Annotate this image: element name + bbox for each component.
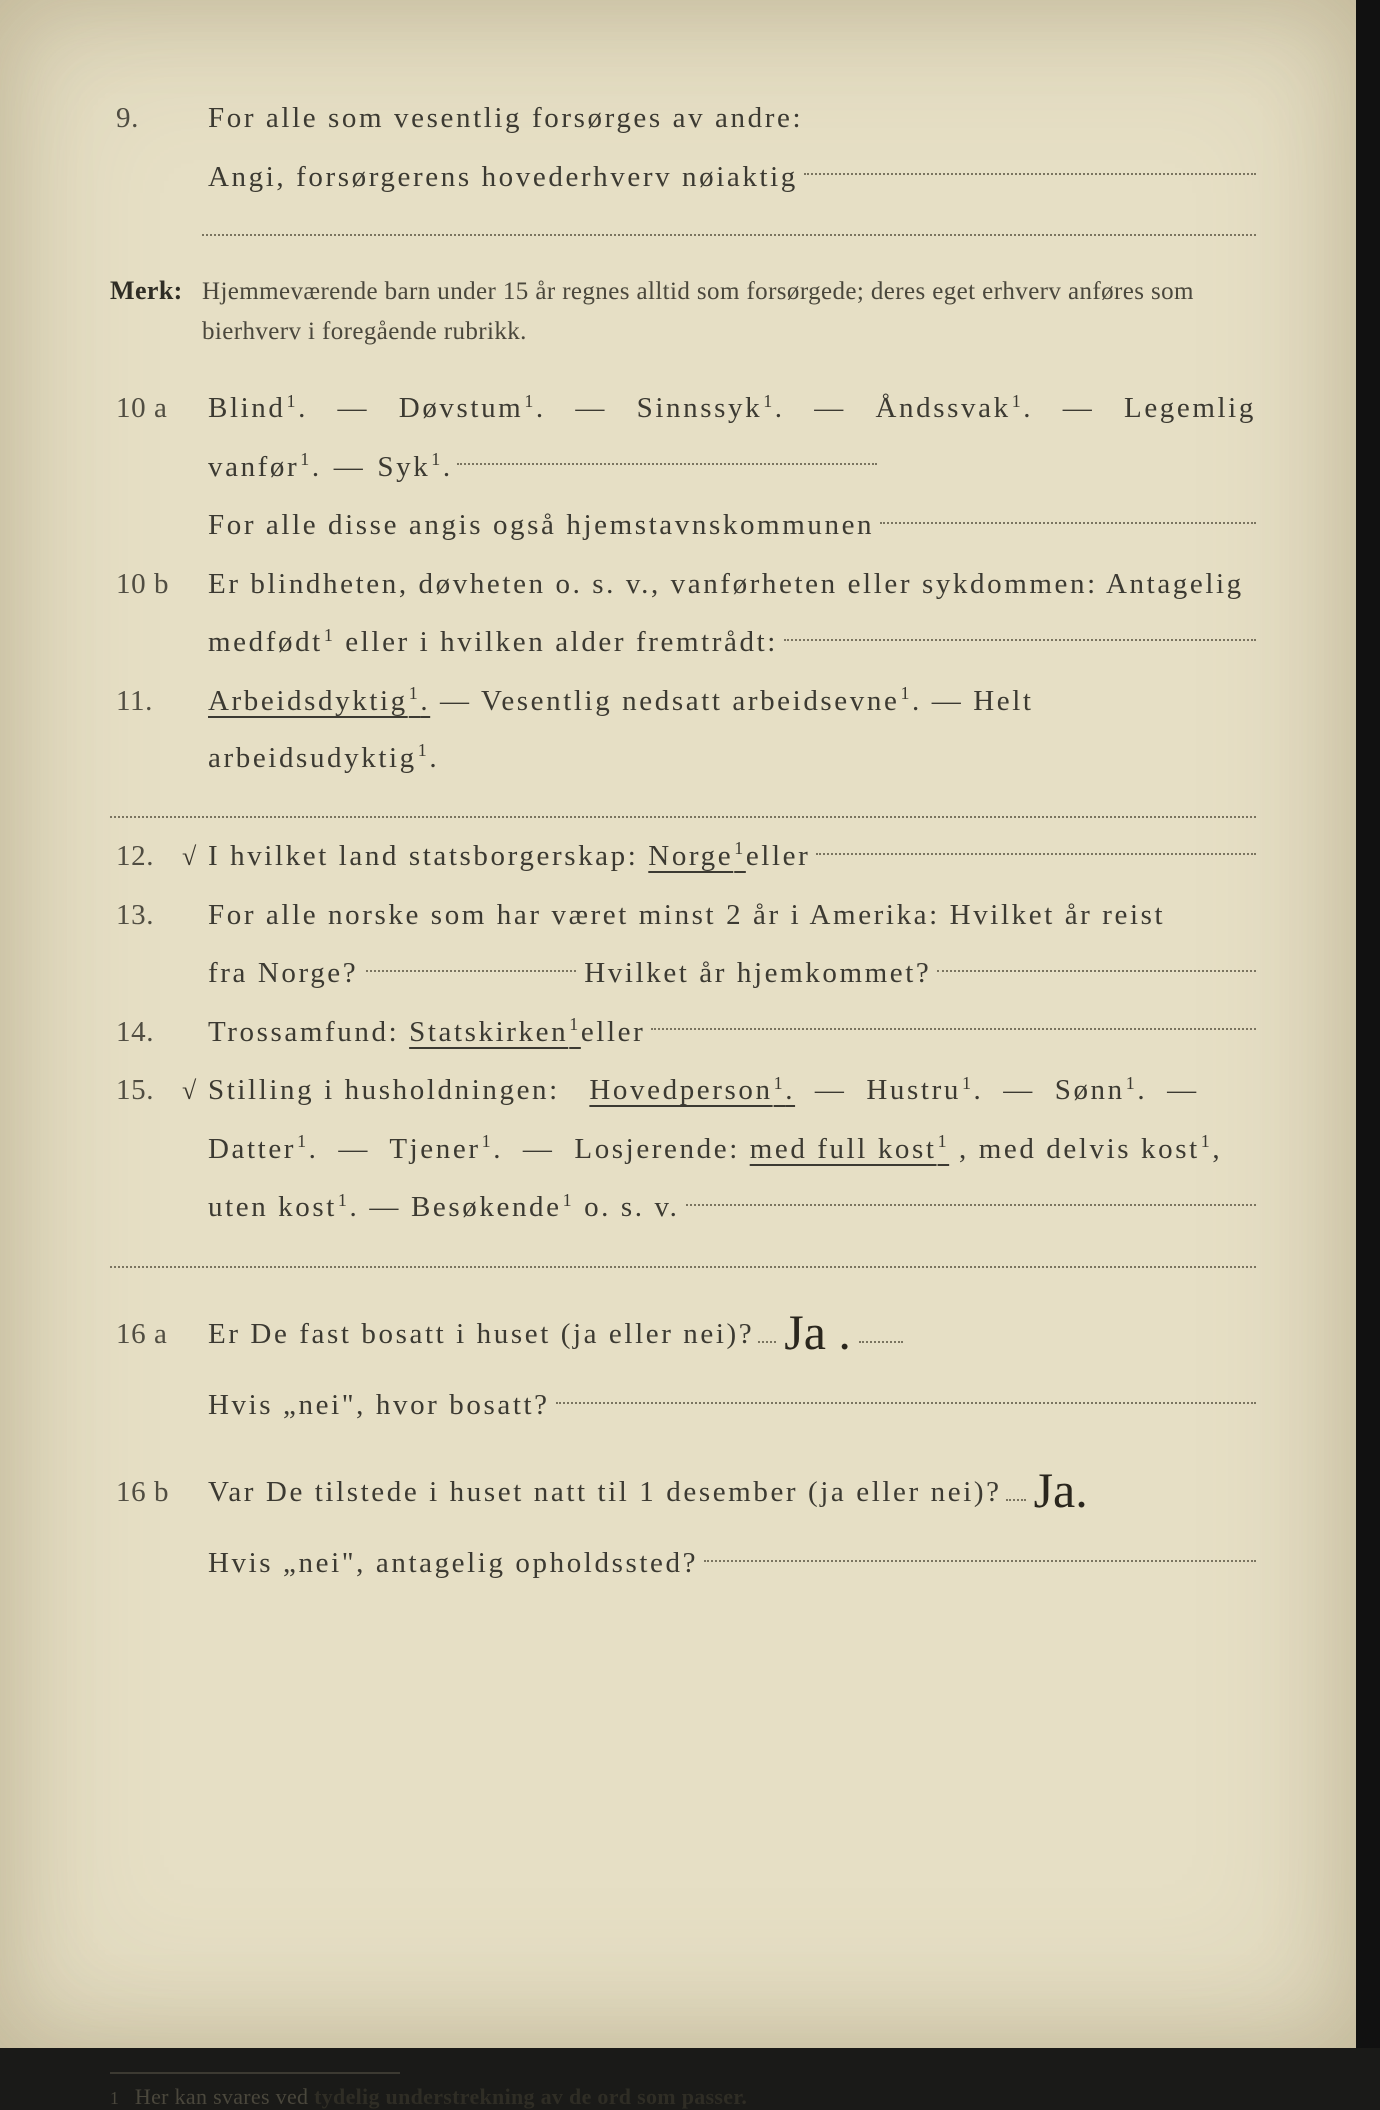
q15-row2: Datter1. — Tjener1. — Losjerende: med fu…	[110, 1121, 1256, 1178]
q13-number: 13.	[110, 887, 208, 944]
merk-note: Merk: Hjemmeværende barn under 15 år reg…	[110, 270, 1256, 352]
q10a-row2: vanfør1. — Syk1.	[110, 439, 1256, 496]
census-form-page: 9. For alle som vesentlig forsørges av a…	[0, 0, 1356, 2048]
q10b-row2: medfødt1 eller i hvilken alder fremtrådt…	[110, 614, 1256, 671]
q10a-row1: 10 a Blind1. — Døvstum1. — Sinnssyk1. — …	[110, 380, 1256, 437]
q9-number: 9.	[110, 90, 208, 147]
fill-line	[804, 149, 1256, 176]
q10b-row1: 10 b Er blindheten, døvheten o. s. v., v…	[110, 556, 1256, 613]
checkmark-icon: √	[182, 1076, 196, 1106]
fill-line	[704, 1535, 1256, 1562]
footnote: 1 Her kan svares ved tydelig understrekn…	[110, 2084, 1256, 2110]
fill-line	[457, 439, 877, 466]
divider-line	[110, 816, 1256, 818]
fill-line	[366, 945, 576, 972]
fill-line	[784, 614, 1256, 641]
q13-row1: 13. For alle norske som har været minst …	[110, 887, 1256, 944]
answer-16a: Ja .	[776, 1284, 859, 1382]
q10a-row3: For alle disse angis også hjemstavnskomm…	[110, 497, 1256, 554]
q9-text: For alle som vesentlig forsørges av andr…	[208, 90, 1256, 147]
fill-line	[202, 207, 1256, 236]
q16a-number: 16 a	[110, 1306, 208, 1363]
fill-line	[816, 828, 1256, 855]
q14-number: 14.	[110, 1004, 208, 1061]
merk-text: Hjemmeværende barn under 15 år regnes al…	[202, 272, 1256, 352]
fill-line	[937, 945, 1256, 972]
checkmark-icon: √	[182, 842, 196, 872]
q11-row: 11. Arbeidsdyktig1. — Vesentlig nedsatt …	[110, 673, 1256, 786]
answer-16b: Ja.	[1026, 1442, 1096, 1540]
merk-label: Merk:	[110, 270, 202, 312]
fill-line	[880, 497, 1256, 524]
q12-row: 12. I hvilket land statsborgerskap: Norg…	[110, 828, 1256, 885]
q9-text2: Angi, forsørgerens hovederhverv nøiaktig	[208, 149, 798, 206]
q14-row: 14. Trossamfund: Statskirken1 eller	[110, 1004, 1256, 1061]
fill-line	[686, 1179, 1256, 1206]
q9-row2: Angi, forsørgerens hovederhverv nøiaktig	[110, 149, 1256, 206]
q16b-row1: 16 b Var De tilstede i huset natt til 1 …	[110, 1436, 1256, 1534]
q16a-row1: 16 a Er De fast bosatt i huset (ja eller…	[110, 1278, 1256, 1376]
fill-line	[556, 1377, 1256, 1404]
q10b-number: 10 b	[110, 556, 208, 613]
divider-line	[110, 1266, 1256, 1268]
q15-row3: uten kost1. — Besøkende1 o. s. v.	[110, 1179, 1256, 1236]
q10a-number: 10 a	[110, 380, 208, 437]
q15-row1: 15. Stilling i husholdningen: Hovedperso…	[110, 1062, 1256, 1119]
footnote-rule	[110, 2072, 400, 2074]
q9-row1: 9. For alle som vesentlig forsørges av a…	[110, 90, 1256, 147]
q13-row2: fra Norge? Hvilket år hjemkommet?	[110, 945, 1256, 1002]
q11-number: 11.	[110, 673, 208, 730]
q16b-row2: Hvis „nei", antagelig opholdssted?	[110, 1535, 1256, 1592]
fill-line	[651, 1004, 1256, 1031]
q16b-number: 16 b	[110, 1464, 208, 1521]
q16a-row2: Hvis „nei", hvor bosatt?	[110, 1377, 1256, 1434]
scan-edge	[1356, 0, 1380, 2048]
